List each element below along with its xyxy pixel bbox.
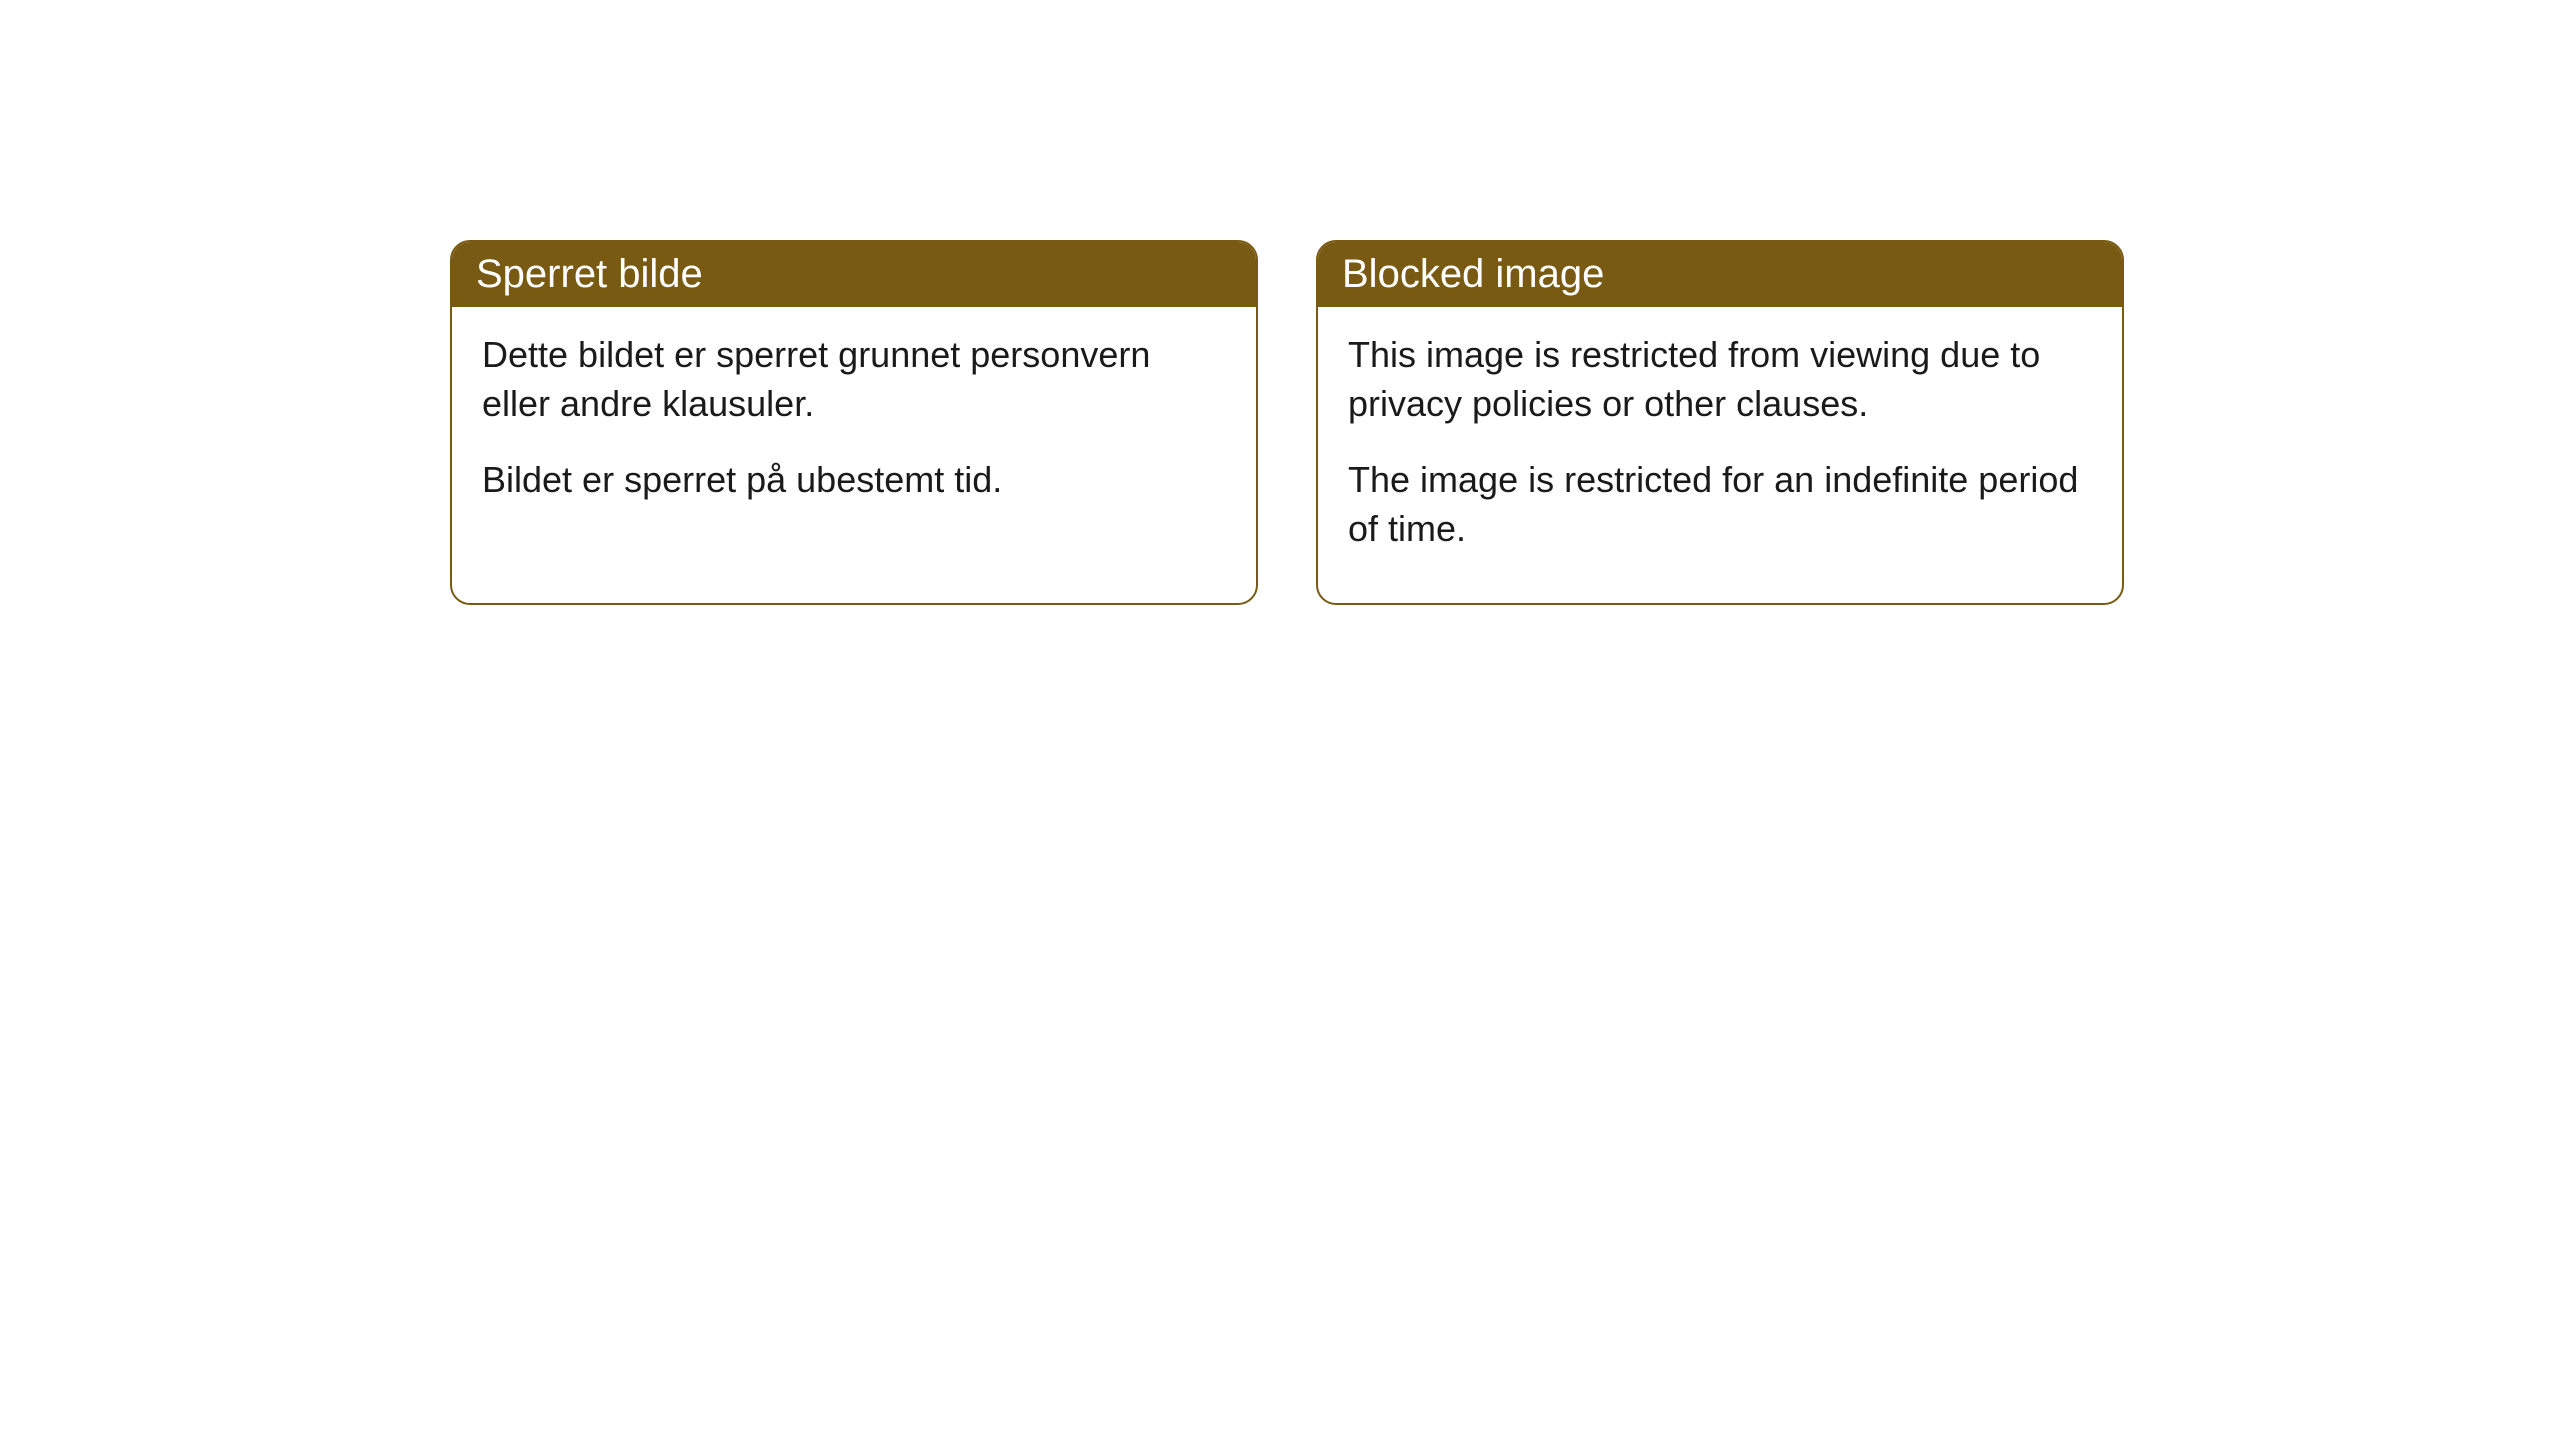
card-body: Dette bildet er sperret grunnet personve… <box>452 307 1256 555</box>
card-paragraph: Bildet er sperret på ubestemt tid. <box>482 456 1226 505</box>
card-title: Blocked image <box>1342 252 1604 296</box>
notice-card-norwegian: Sperret bilde Dette bildet er sperret gr… <box>450 240 1258 605</box>
notice-card-english: Blocked image This image is restricted f… <box>1316 240 2124 605</box>
card-paragraph: This image is restricted from viewing du… <box>1348 331 2092 428</box>
card-header: Blocked image <box>1318 242 2122 307</box>
card-paragraph: Dette bildet er sperret grunnet personve… <box>482 331 1226 428</box>
card-header: Sperret bilde <box>452 242 1256 307</box>
card-paragraph: The image is restricted for an indefinit… <box>1348 456 2092 553</box>
notice-cards-container: Sperret bilde Dette bildet er sperret gr… <box>450 240 2560 605</box>
card-body: This image is restricted from viewing du… <box>1318 307 2122 603</box>
card-title: Sperret bilde <box>476 252 703 296</box>
